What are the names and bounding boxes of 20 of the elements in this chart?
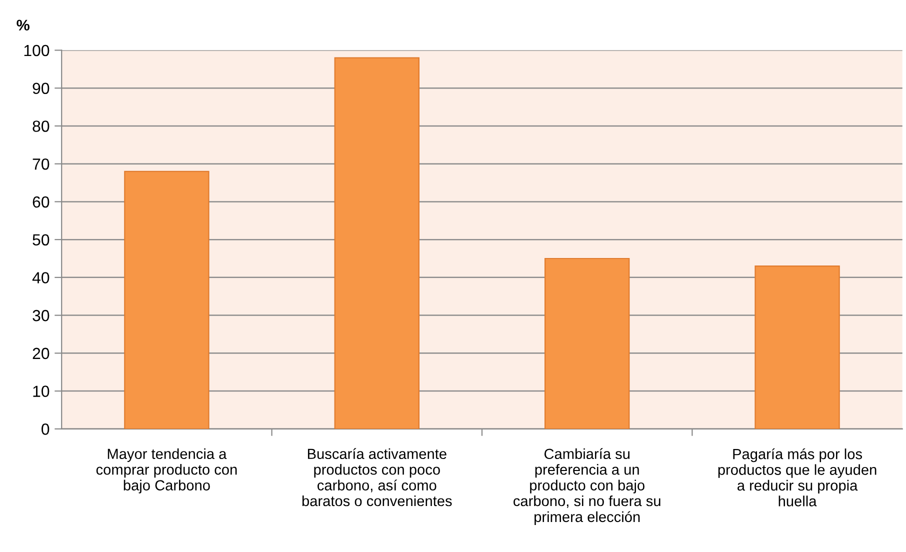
y-tick-label: 80: [32, 120, 50, 132]
x-tick-label: Cambiaría su preferencia a un producto con bajo carbono, si no fuera su primera elección: [514, 448, 660, 525]
y-tick-label: 10: [33, 386, 50, 397]
bar: [334, 57, 420, 429]
bar: [754, 266, 840, 429]
y-tick-label: 50: [32, 234, 50, 246]
y-tick-label: 90: [32, 82, 50, 94]
bar: [544, 258, 630, 429]
y-tick-label: 100: [24, 44, 50, 56]
y-tick-label: 40: [32, 272, 50, 284]
y-tick-label: 60: [32, 196, 50, 208]
x-tick-label: Mayor tendencia a comprar producto con bajo Carbono: [96, 448, 237, 494]
y-tick-label: 0: [42, 424, 50, 435]
x-tick-label: Buscaría activamente productos con poco carbono, así como baratos o convenientes: [302, 448, 452, 506]
bar: [124, 170, 210, 429]
y-axis-title: %: [16, 20, 30, 31]
y-tick-label: 20: [32, 348, 50, 360]
y-tick-label: 70: [32, 158, 50, 170]
y-tick-label: 30: [32, 310, 50, 322]
x-tick-label: Pagaría más por los productos que le ayuden a reducir su propia huella: [718, 448, 876, 506]
